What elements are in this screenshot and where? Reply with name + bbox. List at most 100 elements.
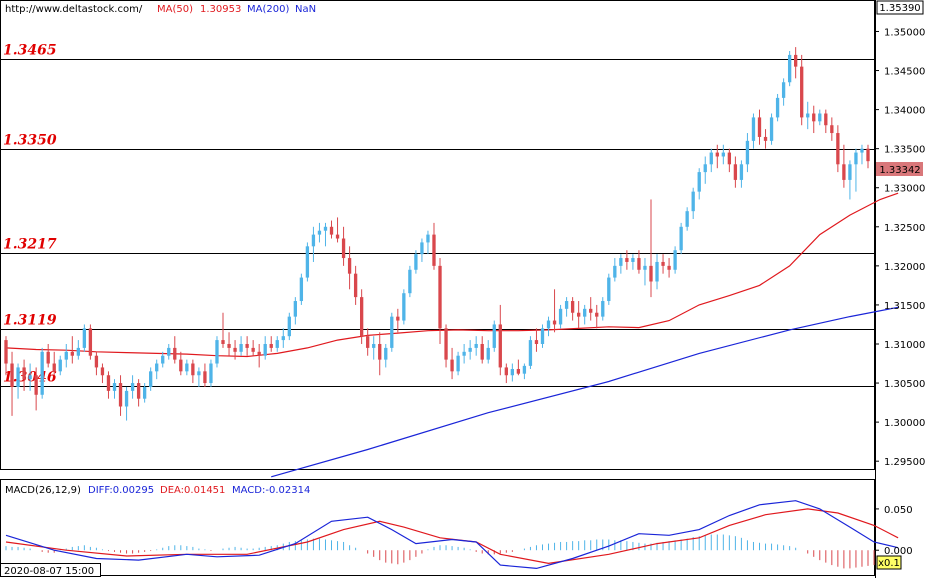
candle-body: [649, 265, 653, 282]
candle-body: [414, 254, 418, 270]
candle-body: [450, 359, 454, 372]
candle-body: [275, 340, 279, 348]
candle-body: [733, 164, 738, 180]
source-url: http://www.deltastock.com/: [5, 4, 143, 15]
candle-body: [46, 351, 50, 364]
ma200-label: MA(200): [247, 4, 289, 15]
candle: [305, 242, 310, 282]
candle-body: [564, 301, 569, 309]
candle: [438, 258, 442, 344]
candle: [335, 217, 340, 243]
candle: [70, 336, 74, 364]
candle: [649, 199, 653, 298]
candle-body: [28, 375, 32, 380]
candle: [534, 328, 539, 352]
candle: [347, 246, 352, 290]
candle: [607, 273, 611, 305]
candle-body: [787, 54, 792, 83]
macd-title: MACD(26,12,9): [5, 485, 81, 496]
candle-body: [323, 226, 328, 231]
candle-body: [10, 363, 14, 387]
diff-series: [5, 500, 899, 570]
scale-badge[interactable]: [876, 555, 902, 570]
candle: [257, 343, 261, 368]
price-tick-label: 1.33500: [884, 145, 925, 156]
candle-body: [613, 265, 617, 278]
candle-body: [781, 82, 786, 98]
candle-body: [100, 367, 105, 376]
candle-body: [703, 164, 707, 173]
candle: [82, 324, 87, 352]
candle-body: [353, 273, 358, 298]
candle: [595, 304, 599, 329]
candle: [46, 343, 50, 368]
candle: [818, 109, 822, 126]
candle: [142, 383, 147, 403]
candle-body: [824, 113, 828, 126]
candle: [625, 250, 629, 270]
candle: [643, 258, 647, 286]
candle-body: [203, 371, 207, 384]
macd-macd-value: MACD:-0.02314: [232, 485, 310, 496]
candle: [34, 367, 38, 411]
candle: [118, 375, 123, 416]
macd-tick-label: 0.050: [884, 505, 913, 516]
candle: [492, 320, 496, 352]
candle: [444, 324, 448, 368]
footer-datetime: 2020-08-07 15:00: [4, 566, 94, 577]
candle: [106, 371, 111, 399]
candle: [769, 113, 774, 145]
ma50-label: MA(50): [157, 4, 193, 15]
candle-body: [149, 371, 153, 387]
candle: [462, 343, 466, 364]
candle: [781, 78, 786, 106]
candle-body: [317, 230, 322, 235]
candle-body: [197, 371, 201, 376]
candle-body: [82, 328, 87, 348]
candle: [498, 304, 502, 376]
candle-body: [426, 234, 430, 243]
candle-body: [94, 355, 99, 368]
candle: [58, 355, 62, 376]
candle: [619, 254, 623, 274]
candle: [697, 168, 701, 200]
candle: [372, 336, 376, 360]
candle: [203, 363, 207, 387]
candle-body: [142, 386, 147, 399]
price-tick-label: 1.29500: [884, 457, 925, 468]
candle: [245, 336, 249, 356]
candle-body: [655, 261, 659, 282]
price-pane: [0, 0, 875, 470]
candle: [450, 347, 454, 380]
candle-body: [558, 308, 563, 325]
macd-dea-line: [5, 508, 899, 565]
macd-diff-value: DIFF:0.00295: [88, 485, 154, 496]
candle: [673, 246, 677, 274]
candle-body: [534, 340, 539, 344]
ma200-value: NaN: [295, 4, 316, 15]
candle-body: [161, 355, 165, 364]
candle-body: [763, 136, 768, 141]
candle-body: [685, 211, 689, 227]
candle: [661, 254, 665, 274]
candle-body: [516, 368, 521, 374]
candle-body: [631, 258, 635, 262]
candle-body: [432, 234, 436, 266]
candle: [504, 363, 508, 384]
macd-diff-line: [5, 500, 899, 570]
candle-body: [528, 340, 533, 366]
candle: [589, 297, 593, 321]
price-tick-label: 1.32000: [884, 262, 925, 273]
candle: [787, 51, 792, 87]
candle-body: [366, 336, 370, 348]
candle: [233, 340, 237, 360]
candle-body: [860, 148, 864, 153]
candle-body: [444, 328, 448, 360]
candle-body: [667, 265, 671, 270]
ma200-line: [271, 306, 899, 478]
candle: [830, 117, 834, 141]
candle: [703, 156, 707, 184]
candle: [28, 363, 32, 391]
candle-body: [52, 363, 56, 372]
candle-body: [589, 308, 593, 313]
